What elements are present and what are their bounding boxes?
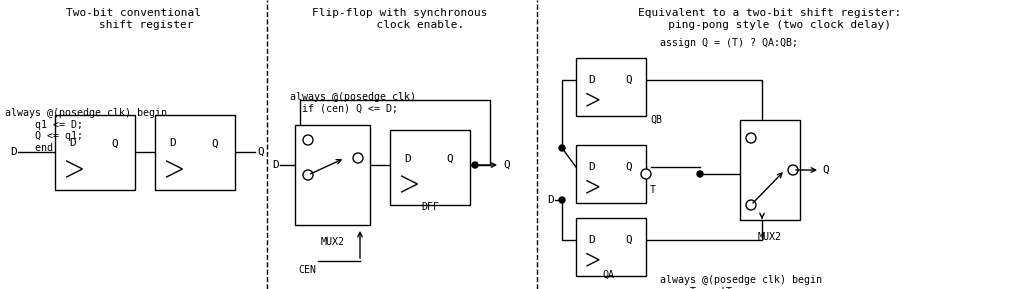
Text: Q: Q — [257, 147, 264, 157]
Text: Q: Q — [446, 153, 453, 164]
Text: D: D — [10, 147, 17, 157]
Text: always @(posedge clk) begin
     T <= !T;
     if (T) QA <= D;
     else QB <= D: always @(posedge clk) begin T <= !T; if … — [660, 275, 822, 289]
Circle shape — [303, 170, 313, 180]
Circle shape — [472, 162, 478, 168]
Bar — [155, 115, 235, 190]
Text: DFF: DFF — [421, 202, 439, 212]
Bar — [390, 130, 470, 205]
Circle shape — [559, 197, 565, 203]
Bar — [576, 145, 646, 203]
Circle shape — [697, 171, 703, 177]
Text: Q: Q — [625, 75, 632, 85]
Text: CEN: CEN — [298, 265, 316, 275]
Circle shape — [303, 135, 313, 145]
Text: Flip-flop with synchronous
      clock enable.: Flip-flop with synchronous clock enable. — [312, 8, 488, 29]
Circle shape — [746, 200, 756, 210]
Text: Q: Q — [822, 165, 828, 175]
Text: D: D — [588, 75, 595, 85]
Text: Equivalent to a two-bit shift register:
   ping-pong style (two clock delay): Equivalent to a two-bit shift register: … — [639, 8, 901, 29]
Text: MUX2: MUX2 — [758, 232, 782, 242]
Text: D: D — [588, 162, 595, 172]
Text: D: D — [405, 153, 411, 164]
Circle shape — [559, 145, 565, 151]
Text: Q: Q — [503, 160, 510, 170]
Text: QA: QA — [602, 270, 614, 280]
Text: always @(posedge clk) begin
     q1 <= D;
     Q <= q1;
     end: always @(posedge clk) begin q1 <= D; Q <… — [5, 108, 167, 153]
Bar — [295, 125, 370, 225]
Text: assign Q = (T) ? QA:QB;: assign Q = (T) ? QA:QB; — [660, 38, 798, 48]
Text: D: D — [547, 195, 554, 205]
Bar — [576, 58, 646, 116]
Text: D: D — [272, 160, 279, 170]
Bar — [740, 120, 800, 220]
Text: Q: Q — [112, 138, 119, 149]
Circle shape — [746, 133, 756, 143]
Text: D: D — [169, 138, 176, 149]
Text: D: D — [69, 138, 76, 149]
Text: T: T — [650, 185, 656, 195]
Circle shape — [788, 165, 798, 175]
Text: QB: QB — [650, 115, 662, 125]
Bar — [576, 218, 646, 276]
Text: MUX2: MUX2 — [320, 237, 345, 247]
Text: Q: Q — [212, 138, 218, 149]
Text: always @(posedge clk)
  if (cen) Q <= D;: always @(posedge clk) if (cen) Q <= D; — [290, 92, 416, 114]
Text: Q: Q — [625, 235, 632, 245]
Text: D: D — [588, 235, 595, 245]
Circle shape — [641, 169, 651, 179]
Bar — [55, 115, 135, 190]
Circle shape — [353, 153, 363, 163]
Text: Q: Q — [625, 162, 632, 172]
Text: Two-bit conventional
    shift register: Two-bit conventional shift register — [66, 8, 201, 29]
